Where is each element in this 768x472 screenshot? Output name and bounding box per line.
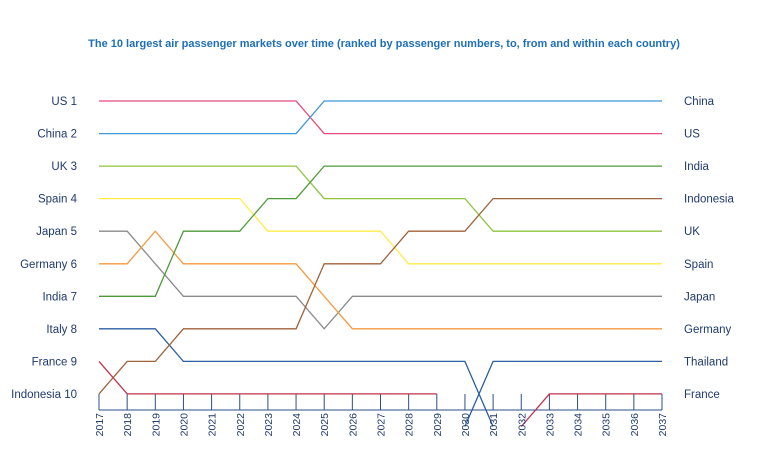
- x-tick-label: 2020: [178, 413, 190, 437]
- x-tick-label: 2030: [460, 413, 472, 437]
- right-label: India: [684, 161, 710, 173]
- left-label: Italy 8: [46, 324, 77, 336]
- series-line-7: [99, 165, 662, 297]
- x-tick-label: 2029: [432, 413, 444, 437]
- right-rank-labels: China US India Indonesia UK Spain Japan Germany…: [684, 96, 734, 401]
- x-axis-ticks: 2017 2018 2019 2020 2021 2022 2023 2024 2025 2026…: [94, 413, 669, 437]
- left-rank-labels: US 1 China 2 UK 3 Spain 4 Japan 5 Germany 6 In…: [11, 96, 77, 401]
- right-label: Thailand: [684, 356, 728, 368]
- x-tick-label: 2026: [347, 413, 359, 437]
- x-tick-label: 2017: [94, 413, 106, 437]
- x-tick-label: 2027: [376, 413, 388, 437]
- series-lines: [98, 100, 662, 427]
- series-line-9: [98, 360, 437, 395]
- x-tick-label: 2025: [319, 413, 331, 437]
- left-label: China 2: [37, 129, 77, 141]
- right-label: UK: [684, 226, 700, 238]
- series-line-4: [99, 197, 662, 265]
- series-line-10: [98, 197, 662, 395]
- left-label: Indonesia 10: [11, 389, 77, 401]
- chart-title: The 10 largest air passenger markets ove…: [88, 38, 680, 50]
- x-tick-label: 2019: [150, 413, 162, 437]
- left-label: Germany 6: [20, 259, 77, 271]
- x-tick-label: 2035: [601, 413, 613, 437]
- series-line-6: [99, 230, 662, 330]
- left-label: US 1: [51, 96, 77, 108]
- left-label: Japan 5: [36, 226, 77, 238]
- series-line-3: [99, 165, 662, 232]
- right-label: Japan: [684, 291, 715, 303]
- right-label: Germany: [684, 324, 732, 336]
- right-label: France: [684, 389, 720, 401]
- right-label: US: [684, 129, 700, 141]
- x-tick-label: 2033: [544, 413, 556, 437]
- chart-grid: [98, 394, 663, 411]
- x-tick-label: 2022: [235, 413, 247, 437]
- x-tick-label: 2037: [657, 413, 669, 437]
- left-label: India 7: [42, 291, 77, 303]
- left-label: France 9: [32, 356, 77, 368]
- series-line-11: [464, 360, 662, 427]
- series-line-8: [99, 328, 494, 427]
- x-tick-label: 2028: [404, 413, 416, 437]
- x-tick-label: 2036: [629, 413, 641, 437]
- left-label: UK 3: [51, 161, 77, 173]
- x-tick-label: 2018: [122, 413, 134, 437]
- series-line-12: [520, 393, 662, 427]
- left-label: Spain 4: [38, 194, 78, 206]
- right-label: Spain: [684, 259, 713, 271]
- x-tick-label: 2031: [488, 413, 500, 437]
- series-line-1: [99, 100, 662, 135]
- series-line-2: [99, 100, 662, 135]
- x-tick-label: 2034: [573, 413, 585, 437]
- x-tick-label: 2023: [263, 413, 275, 437]
- x-tick-label: 2021: [207, 413, 219, 437]
- x-tick-label: 2032: [516, 413, 528, 437]
- right-label: Indonesia: [684, 194, 734, 206]
- right-label: China: [684, 96, 715, 108]
- x-tick-label: 2024: [291, 413, 303, 437]
- series-line-5: [99, 230, 662, 330]
